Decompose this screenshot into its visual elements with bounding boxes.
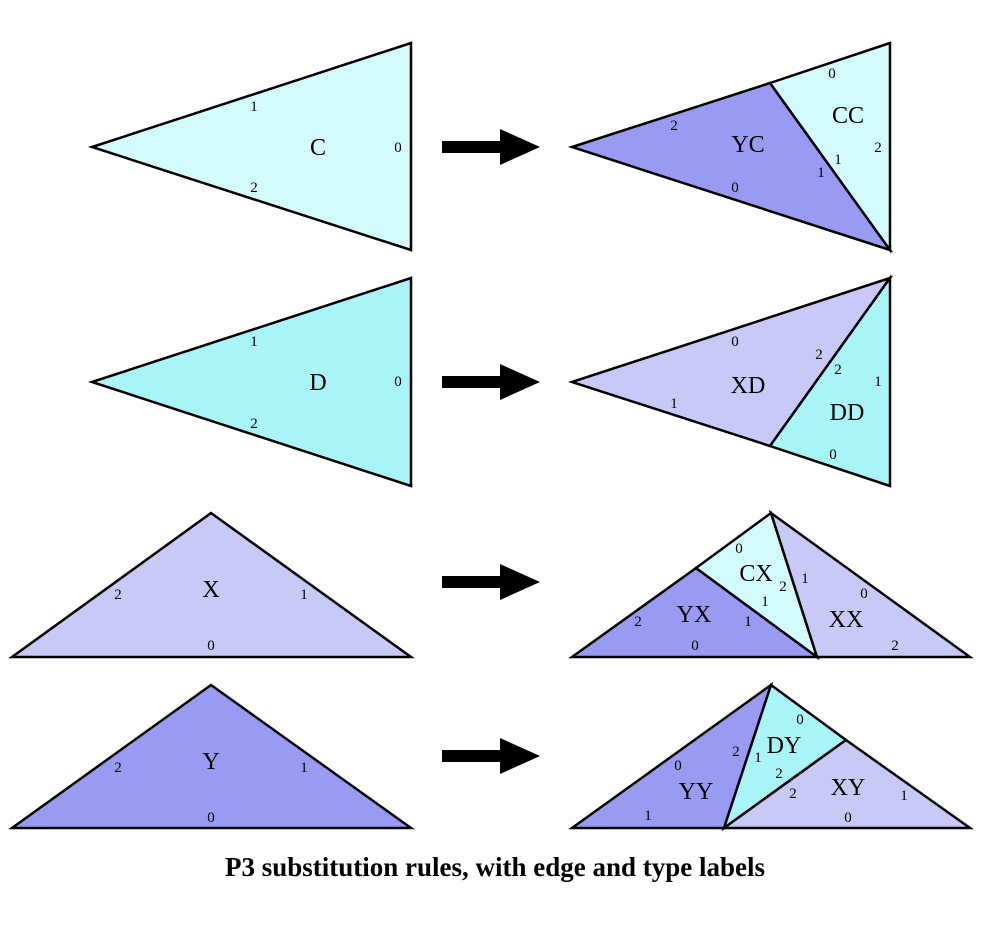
result-edge-label-DD-2: 0 xyxy=(829,447,837,463)
result-edge-label-XX-1: 0 xyxy=(860,586,868,602)
result-edge-label-CX-0: 0 xyxy=(735,541,743,557)
source-triangle-Y xyxy=(8,683,415,830)
result-triangle-XY xyxy=(720,738,974,830)
result-edge-label-XD-2: 2 xyxy=(815,347,823,363)
result-triangle-XX xyxy=(768,509,974,659)
result-edge-label-DY-1: 0 xyxy=(796,712,804,728)
source-edge-label-D-1: 1 xyxy=(250,334,258,350)
source-triangle-C xyxy=(87,41,413,252)
result-type-label-YY: YY xyxy=(679,779,714,805)
result-edge-label-CX-1: 2 xyxy=(779,579,787,595)
result-type-label-YC: YC xyxy=(731,132,764,158)
result-type-label-YX: YX xyxy=(677,602,712,628)
result-edge-label-XY-2: 0 xyxy=(844,810,852,826)
source-edge-label-Y-0: 2 xyxy=(114,760,122,776)
result-triangle-CC xyxy=(767,41,892,254)
result-edge-label-YY-0: 0 xyxy=(674,758,682,774)
result-edge-label-XY-1: 1 xyxy=(900,788,908,804)
result-edge-label-YY-1: 2 xyxy=(732,744,740,760)
result-edge-label-CC-0: 0 xyxy=(828,66,836,82)
rule-arrow-C xyxy=(442,129,540,165)
source-edge-label-X-1: 1 xyxy=(300,587,308,603)
result-edge-label-DY-0: 1 xyxy=(754,750,762,766)
result-edge-label-YC-1: 0 xyxy=(731,180,739,196)
result-type-label-XX: XX xyxy=(829,607,864,633)
result-edge-label-XX-0: 1 xyxy=(801,571,809,587)
result-type-label-XY: XY xyxy=(831,775,866,801)
rule-arrow-Y xyxy=(442,738,540,774)
source-type-label-D: D xyxy=(309,370,326,396)
result-edge-label-DD-0: 2 xyxy=(834,362,842,378)
source-edge-label-Y-1: 1 xyxy=(300,760,308,776)
result-edge-label-XD-1: 1 xyxy=(670,396,678,412)
result-edge-label-CX-2: 1 xyxy=(761,594,769,610)
source-type-label-C: C xyxy=(310,135,326,161)
result-edge-label-YX-2: 0 xyxy=(691,638,699,654)
source-triangle-X xyxy=(8,511,415,659)
source-edge-label-X-2: 0 xyxy=(207,638,215,654)
result-edge-label-YX-1: 1 xyxy=(744,614,752,630)
source-edge-label-C-0: 0 xyxy=(394,140,402,156)
rule-arrow-D xyxy=(442,364,540,400)
result-edge-label-YC-2: 1 xyxy=(817,165,825,181)
result-edge-label-CC-2: 1 xyxy=(834,152,842,168)
source-type-label-X: X xyxy=(202,577,219,603)
result-edge-label-XD-0: 0 xyxy=(731,334,739,350)
result-type-label-CX: CX xyxy=(739,561,772,587)
source-edge-label-Y-2: 0 xyxy=(207,810,215,826)
rule-arrow-X xyxy=(442,564,540,600)
source-type-label-Y: Y xyxy=(202,749,219,775)
result-edge-label-CC-1: 2 xyxy=(874,140,882,156)
result-edge-label-DD-1: 1 xyxy=(874,374,882,390)
result-type-label-DD: DD xyxy=(830,400,865,426)
result-type-label-XD: XD xyxy=(731,373,766,399)
result-type-label-DY: DY xyxy=(767,733,802,759)
source-edge-label-D-2: 2 xyxy=(250,416,258,432)
result-triangle-DD xyxy=(767,274,892,488)
result-edge-label-DY-2: 2 xyxy=(775,766,783,782)
result-edge-label-YY-2: 1 xyxy=(644,808,652,824)
result-edge-label-YX-0: 2 xyxy=(634,614,642,630)
result-edge-label-YC-0: 2 xyxy=(670,118,678,134)
source-edge-label-D-0: 0 xyxy=(394,374,402,390)
figure-caption: P3 substitution rules, with edge and typ… xyxy=(224,852,766,882)
source-edge-label-C-1: 1 xyxy=(250,99,258,115)
result-type-label-CC: CC xyxy=(832,103,864,129)
result-edge-label-XX-2: 2 xyxy=(891,638,899,654)
result-edge-label-XY-0: 2 xyxy=(789,786,797,802)
source-edge-label-C-2: 2 xyxy=(250,180,258,196)
source-edge-label-X-0: 2 xyxy=(114,587,122,603)
source-triangle-D xyxy=(87,276,413,488)
